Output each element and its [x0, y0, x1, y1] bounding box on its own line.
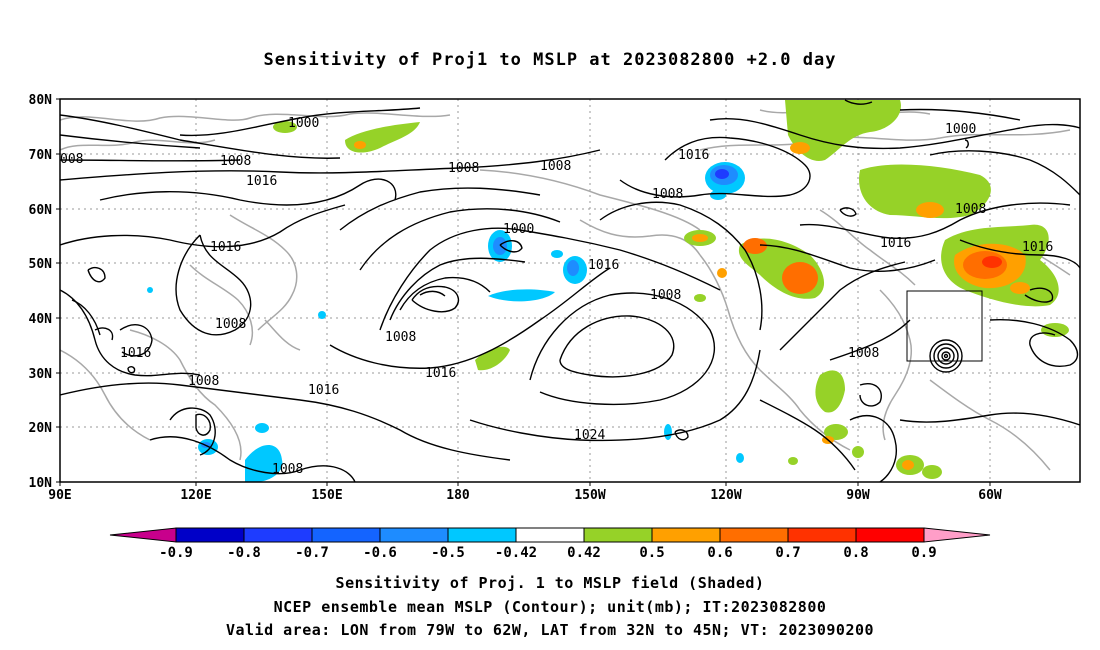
colorbar-tick-label: 0.42: [567, 545, 601, 561]
contour-label: 1016: [308, 383, 339, 398]
contour-label: 1016: [120, 346, 151, 361]
lat-label: 30N: [29, 367, 53, 382]
colorbar-segment: [243, 527, 313, 543]
lat-label: 10N: [29, 476, 53, 491]
lat-label: 80N: [29, 93, 53, 108]
lat-label: 40N: [29, 312, 53, 327]
colorbar: [109, 527, 991, 543]
colorbar-tick-label: -0.6: [363, 545, 397, 561]
contour-label: 1008: [848, 346, 879, 361]
mslp-contours: [60, 99, 1080, 482]
contour-label: 1008: [188, 374, 219, 389]
contour-label: 1016: [425, 366, 456, 381]
lat-label: 50N: [29, 257, 53, 272]
contour-label: 1000: [945, 122, 976, 137]
colorbar-segment: [719, 527, 789, 543]
contour-labels: 1000 1000 1000 008 1008 1008 1008 1008 1…: [60, 116, 1053, 477]
lon-label: 90W: [846, 488, 870, 503]
caption-contour: NCEP ensemble mean MSLP (Contour); unit(…: [273, 598, 827, 616]
colorbar-segment: [311, 527, 381, 543]
lat-label: 20N: [29, 421, 53, 436]
contour-label: 1016: [210, 240, 241, 255]
lon-label: 120W: [710, 488, 741, 503]
contour-label: 1016: [880, 236, 911, 251]
lon-label: 180: [446, 488, 470, 503]
lat-label: 60N: [29, 203, 53, 218]
lon-labels: 90E 120E 150E 180 150W 120W 90W 60W: [48, 488, 1002, 503]
lon-label: 150E: [311, 488, 342, 503]
contour-label: 1000: [288, 116, 319, 131]
lon-label: 120E: [180, 488, 211, 503]
contour-label: 1024: [574, 428, 605, 443]
colorbar-tick-label: -0.7: [295, 545, 329, 561]
colorbar-segment: [447, 527, 517, 543]
lat-label: 70N: [29, 148, 53, 163]
colorbar-tick-label: 0.6: [707, 545, 732, 561]
valid-area-box: [906, 290, 983, 362]
colorbar-tick-label: -0.8: [227, 545, 261, 561]
contour-label: 1008: [650, 288, 681, 303]
colorbar-segment: [923, 527, 991, 543]
contour-label: 1008: [385, 330, 416, 345]
colorbar-tick-label: 0.7: [775, 545, 800, 561]
colorbar-segment: [651, 527, 721, 543]
sensitivity-shading: [147, 100, 1069, 482]
contour-label: 1008: [448, 161, 479, 176]
colorbar-segment: [787, 527, 857, 543]
lat-labels: 80N 70N 60N 50N 40N 30N 20N 10N: [29, 93, 53, 491]
contour-label: 1008: [272, 462, 303, 477]
lon-label: 150W: [574, 488, 605, 503]
colorbar-tick-label: -0.9: [159, 545, 193, 561]
map-title: Sensitivity of Proj1 to MSLP at 20230828…: [263, 50, 837, 70]
colorbar-tick-label: 0.5: [639, 545, 664, 561]
lon-label: 90E: [48, 488, 71, 503]
colorbar-tick-label: 0.9: [911, 545, 936, 561]
contour-label: 008: [60, 152, 83, 167]
colorbar-segment: [855, 527, 925, 543]
plot-frame: [59, 98, 1081, 483]
contour-label: 1008: [652, 187, 683, 202]
contour-label: 1008: [215, 317, 246, 332]
contour-label: 1016: [246, 174, 277, 189]
axis-ticks: [56, 98, 991, 486]
contour-label: 1016: [588, 258, 619, 273]
colorbar-tick-label: 0.8: [843, 545, 868, 561]
colorbar-segment: [175, 527, 245, 543]
contour-label: 1008: [220, 154, 251, 169]
colorbar-tick-labels: -0.9 -0.8 -0.7 -0.6 -0.5 -0.42 0.42 0.5 0.6 0.7 0.…: [159, 545, 937, 561]
colorbar-segment: [515, 527, 585, 543]
colorbar-tick-label: -0.5: [431, 545, 465, 561]
colorbar-segment: [583, 527, 653, 543]
caption-valid-area: Valid area: LON from 79W to 62W, LAT fro…: [225, 621, 875, 639]
colorbar-segment: [109, 527, 177, 543]
grid: [60, 99, 1080, 482]
contour-label: 1008: [540, 159, 571, 174]
contour-label: 1008: [955, 202, 986, 217]
colorbar-tick-label: -0.42: [495, 545, 537, 561]
lon-label: 60W: [978, 488, 1002, 503]
contour-label: 1016: [678, 148, 709, 163]
contour-label: 1016: [1022, 240, 1053, 255]
colorbar-segment: [379, 527, 449, 543]
tropical-low-contours: [929, 339, 963, 373]
caption-shading: Sensitivity of Proj. 1 to MSLP field (Sh…: [335, 574, 765, 592]
contour-label: 1000: [503, 222, 534, 237]
